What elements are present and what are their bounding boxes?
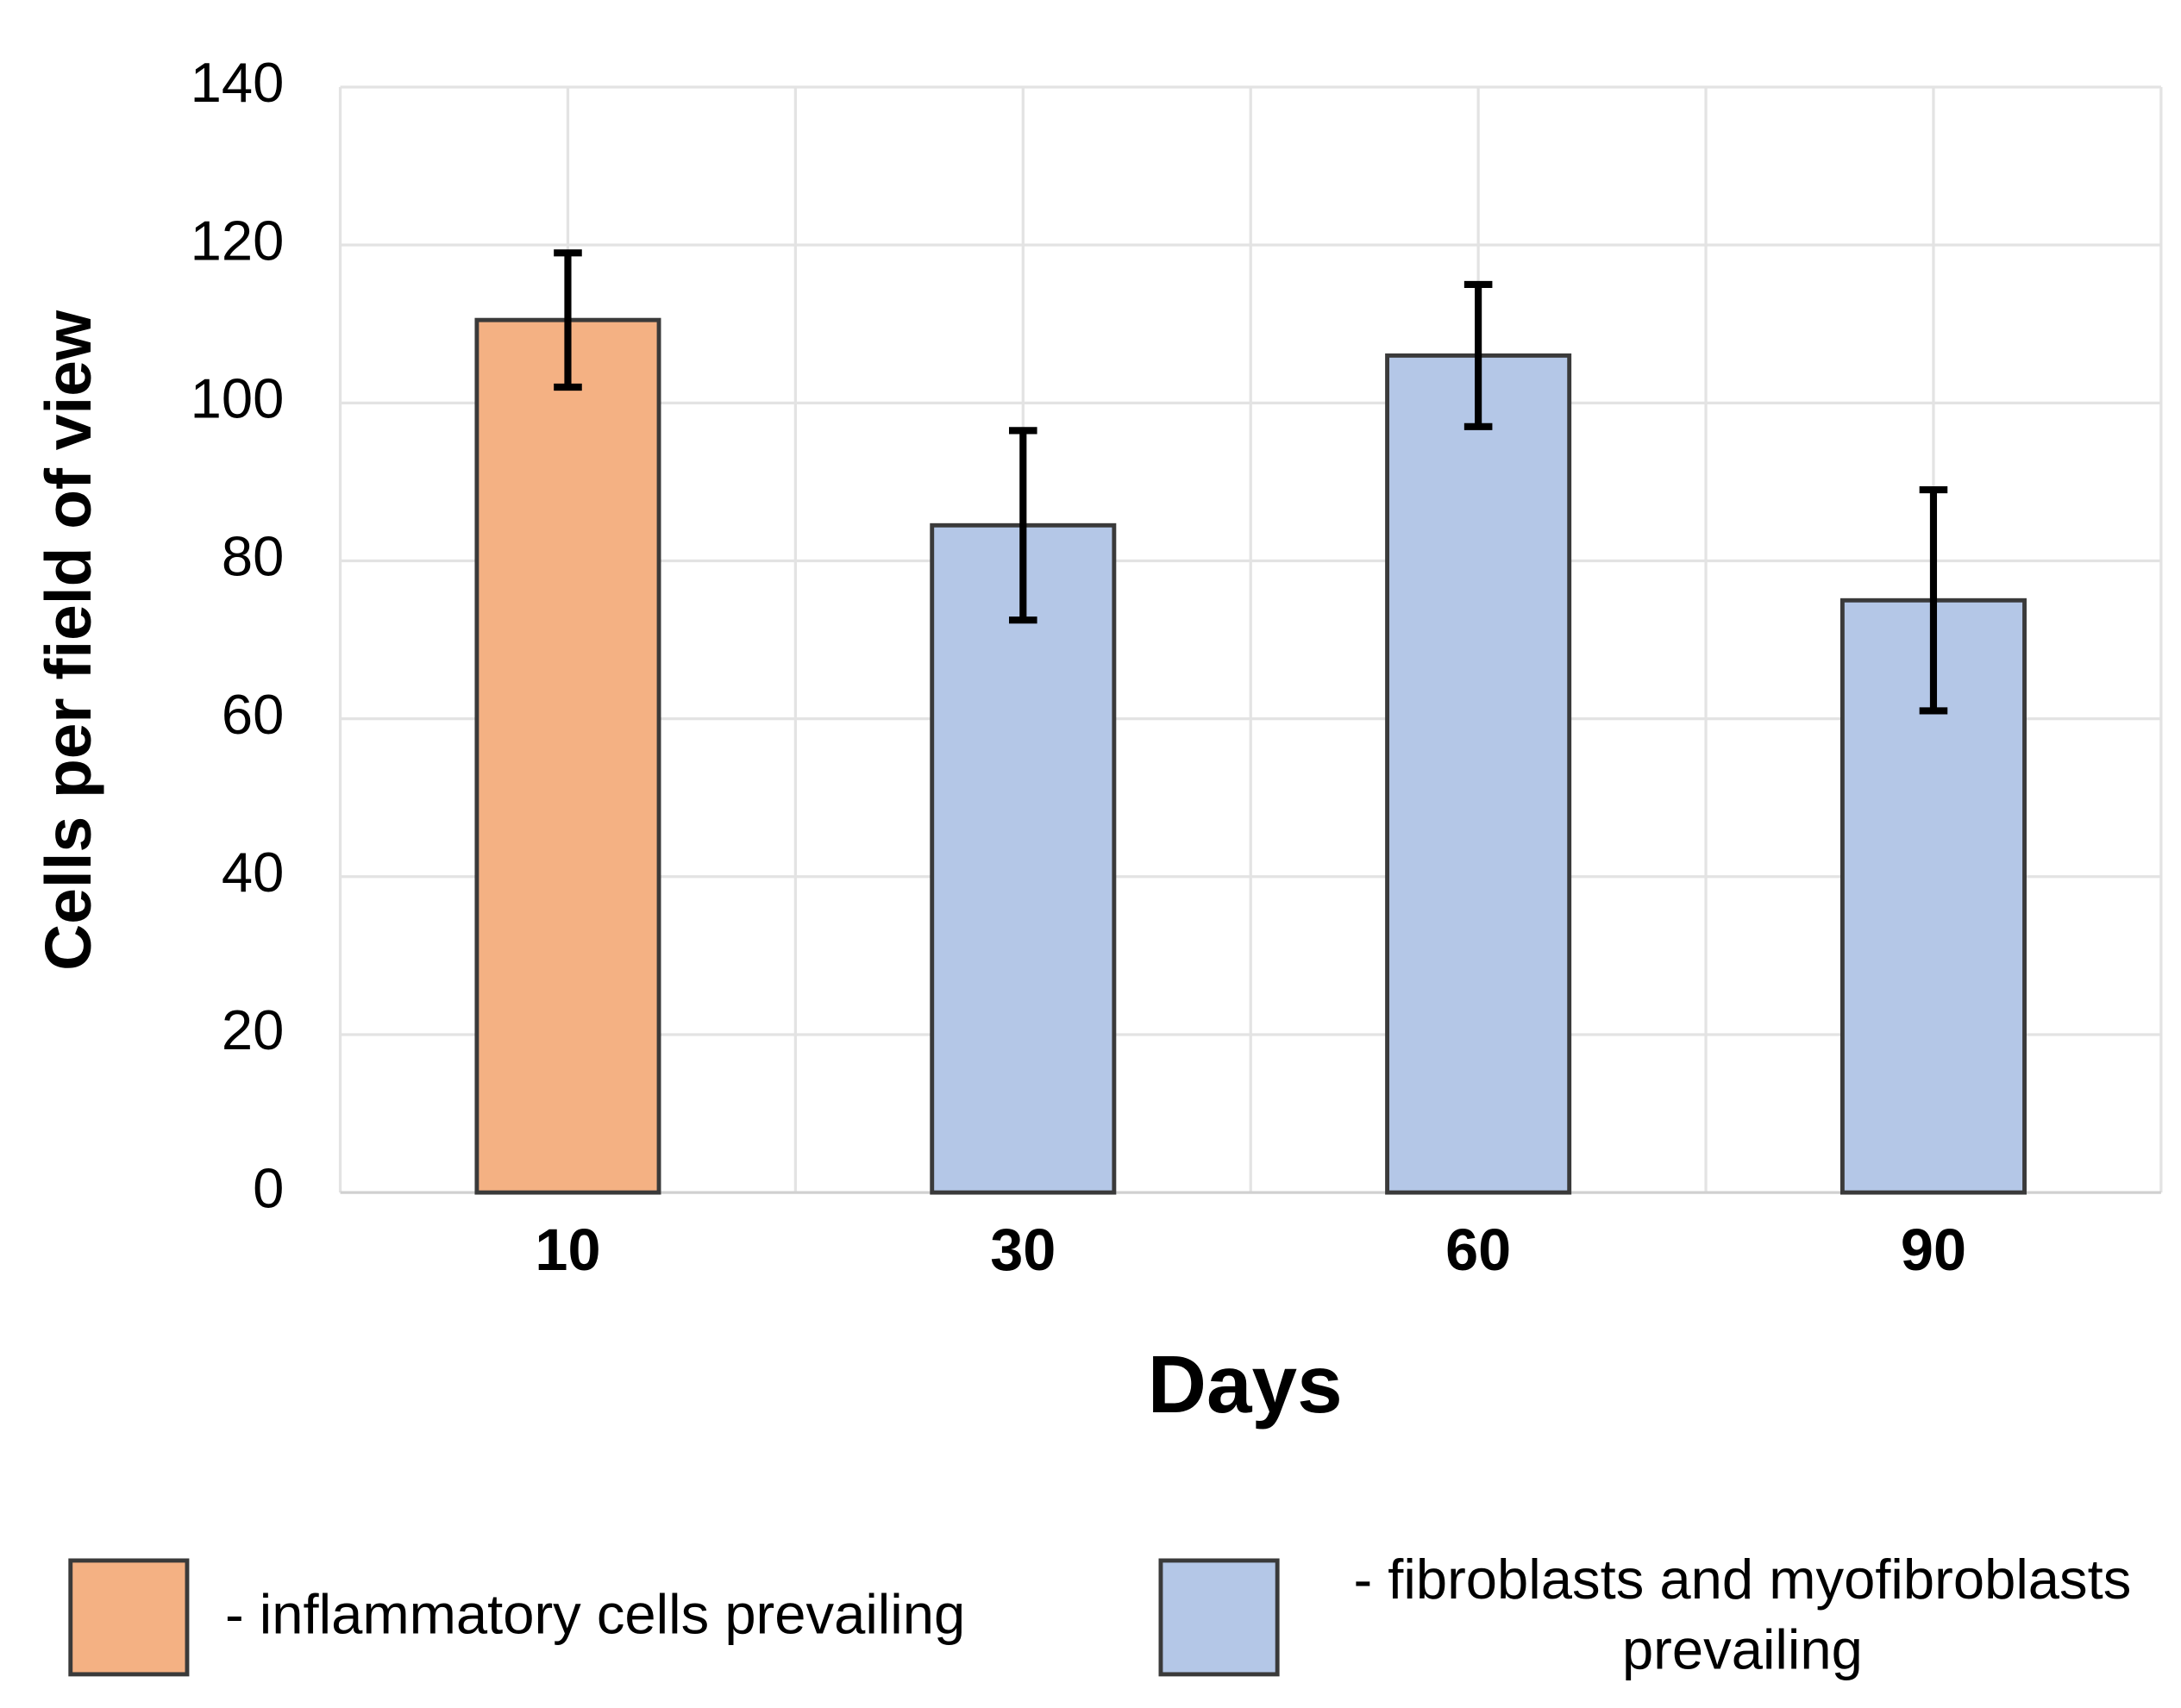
y-tick-label: 100 (191, 367, 285, 430)
legend-swatch (68, 1558, 190, 1677)
y-tick-label: 0 (253, 1156, 284, 1219)
x-tick-label: 30 (990, 1217, 1056, 1283)
legend-label: - inflammatory cells prevailing (224, 1584, 966, 1647)
x-axis-label: Days (1148, 1339, 1343, 1430)
y-tick-label: 120 (191, 209, 285, 272)
bar (474, 317, 661, 1195)
y-tick-label: 140 (191, 51, 285, 114)
y-tick-label: 80 (222, 525, 284, 588)
legend-entry: - inflammatory cells prevailing (224, 1584, 966, 1647)
legend-swatch (1158, 1558, 1280, 1677)
legend-label: - fibroblasts and myofibroblasts prevail… (1353, 1548, 2132, 1682)
y-axis-label: Cells per field of view (32, 310, 104, 971)
y-tick-label: 20 (222, 998, 284, 1061)
error-bar (554, 249, 582, 391)
legend-entry: - fibroblasts and myofibroblasts prevail… (1353, 1548, 2132, 1682)
error-bar (1463, 280, 1493, 430)
x-tick-label: 10 (535, 1217, 600, 1283)
y-tick-label: 60 (222, 683, 284, 746)
bar (930, 522, 1117, 1195)
x-tick-label: 90 (1901, 1217, 1966, 1283)
x-tick-label: 60 (1445, 1217, 1511, 1283)
error-bar (1919, 485, 1948, 715)
bar (1385, 353, 1572, 1195)
y-tick-label: 40 (222, 841, 284, 904)
error-bar (1009, 427, 1037, 624)
